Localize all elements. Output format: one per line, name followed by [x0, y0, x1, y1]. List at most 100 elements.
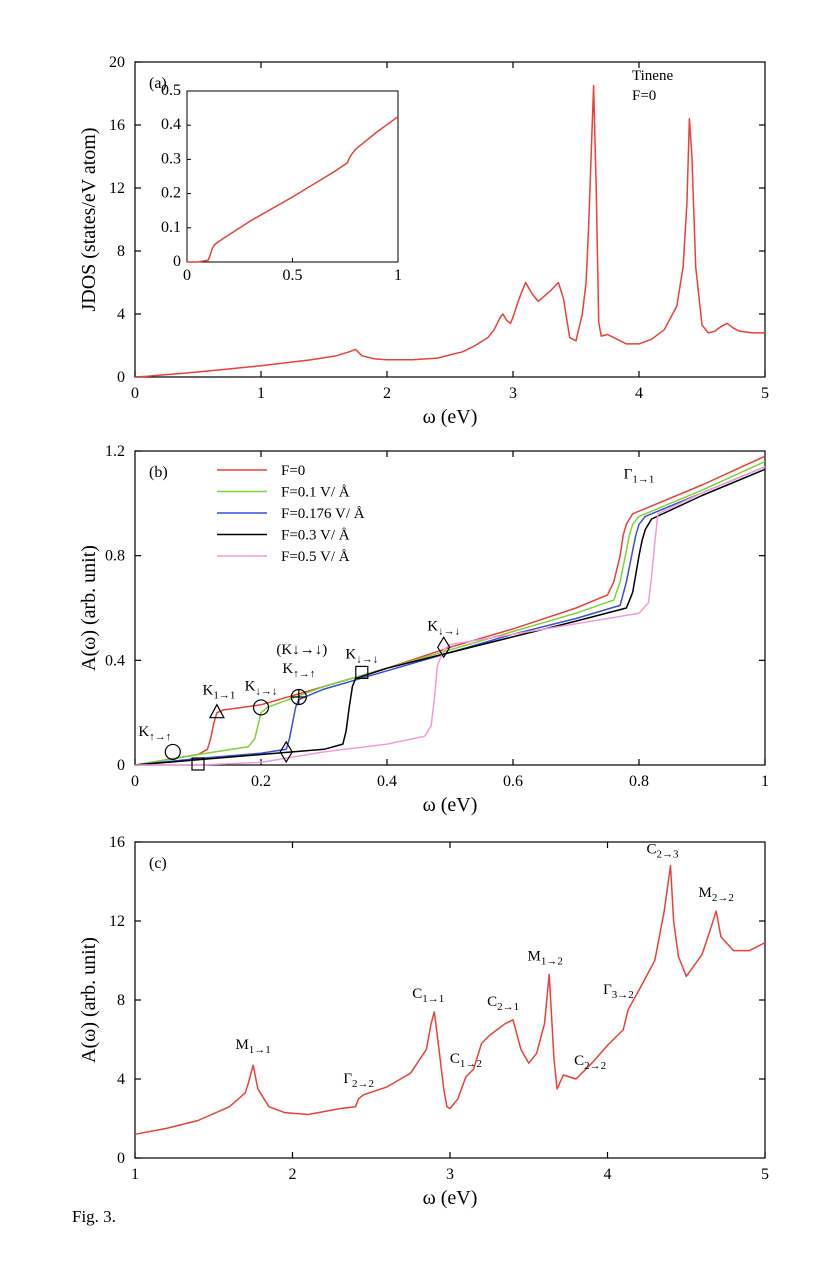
marker-triangle [208, 703, 225, 719]
plot-frame [134, 841, 766, 1159]
series-line-b-2 [134, 466, 766, 766]
peak-label-base: C [574, 1053, 584, 1069]
inset-y-tick-label: 0.3 [161, 150, 181, 167]
marker-square [191, 757, 205, 771]
transition-label-base: K [202, 683, 213, 699]
transition-label: K↓→↓ [427, 618, 460, 637]
plot-frame [134, 61, 766, 378]
peak-label-base: M [235, 1037, 248, 1053]
peak-label-subscript: 2→2 [352, 1078, 374, 1090]
x-tick-label: 0.4 [377, 773, 397, 790]
peak-label: M2→2 [699, 885, 734, 904]
x-tick-label: 0 [131, 773, 139, 790]
y-tick-label: 12 [109, 913, 125, 930]
inset-x-tick-label: 0.5 [283, 267, 303, 284]
x-tick-label: 0.8 [629, 773, 649, 790]
peak-label-subscript: 1→2 [541, 955, 563, 967]
x-tick-label: 4 [604, 1166, 612, 1183]
x-tick-label: 5 [761, 385, 769, 402]
y-tick-label: 0 [117, 1150, 125, 1167]
y-tick-label: 0.4 [105, 652, 125, 669]
x-tick-label: 3 [509, 385, 517, 402]
marker-square [355, 665, 369, 680]
legend-entry-label: F=0.5 V/ Å [281, 549, 350, 565]
transition-label-subscript: 1→1 [213, 690, 235, 702]
transition-label: K↑→↑ [282, 661, 315, 680]
inset-y-tick-label: 0 [173, 253, 181, 270]
panel-a-field-text: F=0 [632, 88, 656, 104]
y-tick-label: 20 [109, 54, 125, 71]
peak-label: C1→2 [450, 1051, 482, 1070]
y-tick-label: 16 [109, 834, 125, 851]
transition-label-base: Γ [624, 466, 633, 482]
transition-label-base: K [345, 646, 356, 662]
inset-chart: 0 0.5 1 0 0.1 0.2 0.3 0.4 0.5 [161, 82, 402, 284]
marker-diamond [437, 636, 451, 659]
series-line-b-3 [134, 468, 766, 766]
y-tick-label: 8 [117, 992, 125, 1009]
transition-label: K1→1 [202, 683, 235, 702]
x-tick-label: 5 [761, 1166, 769, 1183]
inset-y-tick-label: 0.1 [161, 219, 181, 236]
panel-b-absorption-low-energy-chart: 0 0.2 0.4 0.6 0.8 1 0 0.4 0.8 1.2 ω (eV) A(ω) (arb.… [78, 443, 769, 816]
transition-label-base: K [427, 618, 438, 634]
peak-label-subscript: 2→1 [497, 1001, 519, 1013]
transition-label-subscript: ↑→↑ [149, 731, 171, 743]
transition-label-subscript: ↑→↑ [293, 668, 315, 680]
marker-circle [164, 743, 181, 761]
peak-label: Γ2→2 [343, 1071, 374, 1090]
inset-series-line [187, 116, 399, 263]
marker-diamond [279, 740, 293, 764]
transition-label-alt: (K↓→↓) [276, 642, 327, 658]
x-tick-label: 0.2 [251, 773, 271, 790]
y-axis-label: JDOS (states/eV atom) [78, 127, 100, 311]
transition-label-base: K [282, 661, 293, 677]
transition-label-subscript: 1→1 [632, 473, 654, 485]
inset-y-tick-label: 0.2 [161, 185, 181, 202]
y-tick-label: 1.2 [105, 443, 125, 460]
peak-label-subscript: 1→1 [422, 993, 444, 1005]
y-tick-label: 0.8 [105, 548, 125, 565]
transition-label-subscript: ↓→↓ [255, 685, 277, 697]
x-tick-label: 1 [257, 385, 265, 402]
transition-label: K↑→↑ [138, 724, 171, 743]
peak-label-base: C [646, 842, 656, 858]
inset-x-tick-label: 0 [183, 267, 191, 284]
y-tick-label: 12 [109, 180, 125, 197]
transition-label-subscript: ↓→↓ [438, 625, 460, 637]
peak-label: M1→2 [528, 948, 563, 967]
peak-label: M1→1 [235, 1037, 270, 1056]
peak-label-base: C [412, 986, 422, 1002]
plot-frame [134, 450, 766, 766]
y-tick-label: 4 [117, 1071, 125, 1088]
y-tick-label: 16 [109, 117, 125, 134]
panel-label: (a) [149, 75, 167, 92]
y-axis-label: A(ω) (arb. unit) [78, 937, 100, 1063]
legend: F=0 F=0.1 V/ Å F=0.176 V/ Å F=0.3 V/ Å F=0.5… [217, 463, 365, 565]
transition-label-base: K [245, 678, 256, 694]
x-axis-label: ω (eV) [423, 406, 478, 428]
peak-label: C2→3 [646, 842, 679, 861]
x-axis-label: ω (eV) [423, 1187, 478, 1209]
series-line-b-1 [134, 460, 766, 766]
y-tick-label: 4 [117, 306, 125, 323]
peak-label: C2→2 [574, 1053, 606, 1072]
series-line-b-4 [135, 466, 766, 766]
series-line-c-0 [134, 864, 766, 1136]
x-tick-label: 1 [761, 773, 769, 790]
panel-label: (b) [149, 464, 168, 481]
marker-circle [252, 699, 270, 716]
x-tick-label: 0 [131, 385, 139, 402]
peak-label-subscript: 2→2 [712, 892, 734, 904]
y-tick-label: 0 [117, 757, 125, 774]
peak-label-base: Γ [343, 1071, 352, 1087]
peak-label-subscript: 1→2 [460, 1058, 482, 1070]
x-axis-label: ω (eV) [423, 794, 478, 816]
inset-x-tick-label: 1 [394, 267, 402, 284]
inset-frame [186, 90, 399, 263]
peak-label: Γ3→2 [603, 982, 634, 1001]
transition-label: K↓→↓ [345, 646, 378, 665]
peak-label-base: M [528, 948, 541, 964]
peak-label-subscript: 3→2 [612, 989, 634, 1001]
